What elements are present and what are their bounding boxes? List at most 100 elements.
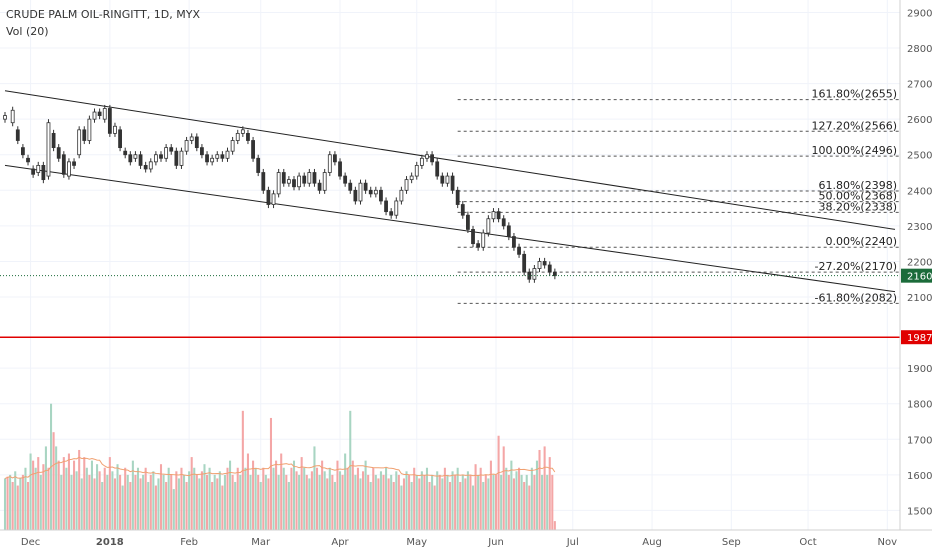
volume-bar: [425, 467, 429, 530]
volume-bar: [492, 474, 495, 530]
candle-body: [414, 165, 419, 177]
price-tick-label: 1900: [907, 364, 932, 375]
volume-bar: [336, 460, 339, 530]
candle-body: [82, 129, 87, 141]
current-price-tag: [901, 268, 932, 283]
volume-bar: [295, 471, 298, 530]
candle-body: [455, 189, 460, 205]
volume-bar: [408, 474, 411, 530]
volume-bar: [489, 460, 492, 530]
volume-bar: [285, 474, 288, 530]
volume-bar: [315, 467, 319, 530]
volume-bar: [510, 460, 513, 530]
volume-bar: [530, 467, 533, 530]
volume-bar: [170, 474, 173, 530]
volume-bar: [11, 481, 14, 530]
volume-bar: [152, 471, 155, 530]
candle-body: [496, 211, 501, 220]
volume-bar: [523, 481, 526, 530]
price-axis: 2900 2800 2700 2600 2500 2400 2300 2200 2100 1900…: [899, 0, 932, 530]
candle-body: [486, 218, 491, 234]
volume-bar: [471, 485, 475, 530]
candle-body: [373, 189, 378, 195]
volume-bar: [70, 474, 73, 530]
candle-body: [399, 189, 404, 202]
candle-body: [87, 118, 92, 141]
time-tick-label: Sep: [722, 537, 741, 548]
volume-bar: [195, 474, 198, 530]
volume-bar: [218, 471, 221, 530]
volume-bar: [175, 471, 178, 530]
candle-body: [481, 232, 486, 248]
candle-body: [113, 125, 117, 134]
volume-bar: [88, 474, 91, 530]
volume-bar: [34, 467, 37, 530]
volume-bar: [423, 474, 426, 530]
volume-bar: [262, 467, 265, 530]
price-tick-label: 1600: [907, 471, 932, 482]
fib-level-label: 0.00%(2240): [825, 235, 897, 248]
volume-bar: [328, 467, 331, 530]
candle-body: [169, 147, 174, 152]
candle-body: [235, 132, 240, 141]
volume-bar: [333, 481, 336, 530]
candle-body: [41, 165, 46, 181]
volume-bar: [42, 464, 45, 530]
candle-body: [148, 161, 153, 170]
volume-bar: [538, 449, 541, 530]
volume-bar: [402, 478, 405, 530]
volume-bar: [341, 474, 344, 530]
volume-bar: [415, 474, 418, 530]
volume-bar: [67, 453, 70, 530]
fib-level-label: 61.80%(2398): [818, 179, 897, 192]
volume-bar: [321, 460, 324, 530]
volume-bar: [200, 471, 203, 530]
volume-bar: [459, 481, 462, 530]
volume-bar: [479, 467, 482, 530]
candle-body: [174, 150, 179, 166]
candle-body: [552, 271, 557, 277]
volume-bar: [464, 478, 467, 530]
candle-body: [261, 172, 266, 191]
price-tick-label: 1700: [907, 435, 932, 446]
candle-body: [67, 161, 71, 177]
candle-body: [56, 147, 61, 159]
volume-bar: [428, 481, 431, 530]
volume-bar: [254, 467, 257, 530]
candle-body: [379, 189, 383, 202]
volume-bar: [541, 474, 544, 530]
volume-bar: [359, 478, 362, 530]
volume-bar: [131, 460, 134, 530]
volume-bar: [83, 457, 86, 530]
volume-bar: [206, 474, 209, 530]
volume-bar: [410, 481, 413, 530]
candle-body: [322, 172, 327, 191]
volume-bar: [431, 474, 434, 530]
price-tick-label: 2100: [907, 293, 932, 304]
candle-body: [179, 150, 184, 166]
candle-body: [159, 154, 163, 159]
volume-bar: [305, 474, 308, 530]
candle-body: [36, 165, 41, 173]
current-price-tag-label: 2160: [907, 272, 932, 283]
volume-bars: [3, 403, 556, 530]
volume-bar: [454, 474, 457, 530]
price-tick-label: 2800: [907, 44, 932, 55]
volume-bar: [203, 464, 206, 530]
volume-bar: [113, 478, 117, 530]
candle-body: [358, 182, 363, 202]
volume-bar: [282, 467, 285, 530]
volume-bar: [518, 467, 521, 530]
candle-body: [10, 109, 15, 124]
volume-bar: [356, 467, 359, 530]
trend-channel: [4, 90, 896, 293]
candle-body: [389, 211, 394, 216]
volume-bar: [395, 471, 398, 530]
volume-bar: [433, 485, 436, 530]
candle-body: [450, 175, 455, 191]
volume-bar: [303, 467, 306, 530]
candle-body: [118, 129, 122, 149]
candle-body: [246, 132, 250, 141]
volume-moving-average: [4, 456, 556, 479]
candle-body: [532, 268, 537, 280]
